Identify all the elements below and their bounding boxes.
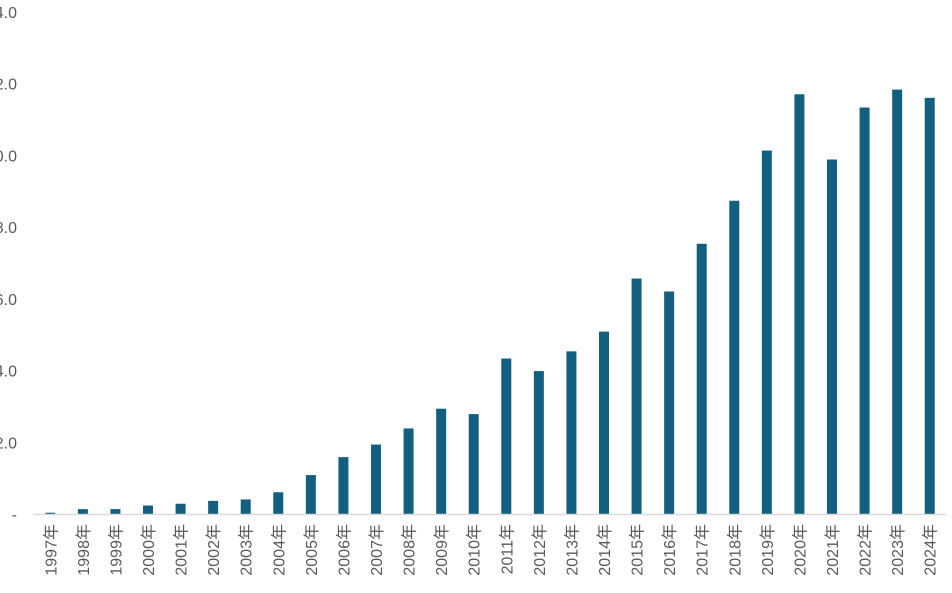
y-tick-label: 12.0 <box>0 77 17 94</box>
bar <box>175 503 186 515</box>
y-tick-label: 8.0 <box>0 220 17 237</box>
bar <box>240 499 251 515</box>
x-tick-label: 1997年 <box>42 524 60 576</box>
bar <box>533 371 544 515</box>
x-tick-label: 1999年 <box>107 524 125 576</box>
bar <box>827 159 837 515</box>
x-tick-label: 1998年 <box>75 524 93 576</box>
x-tick-label: 2022年 <box>857 524 875 576</box>
x-tick-label: 2015年 <box>629 524 647 576</box>
x-tick-label: 2014年 <box>596 524 614 576</box>
y-tick-label: 2.0 <box>0 435 17 452</box>
x-tick-label: 2001年 <box>173 524 191 576</box>
x-tick-label: 2021年 <box>824 524 842 576</box>
bar <box>143 505 153 515</box>
x-tick-label: 2000年 <box>140 524 158 576</box>
y-axis: - 2.0 4.0 6.0 8.0 10.0 12.0 14.0 <box>0 5 17 524</box>
x-tick-label: 2007年 <box>368 524 386 576</box>
x-tick-label: 2013年 <box>563 524 581 576</box>
bar <box>77 509 88 515</box>
bars <box>45 89 935 515</box>
bar <box>208 500 219 515</box>
bar <box>436 408 447 515</box>
x-tick-label: 2024年 <box>922 524 940 576</box>
y-tick-label: 14.0 <box>0 5 17 22</box>
bar <box>371 444 381 515</box>
bar <box>631 278 642 515</box>
bar <box>696 243 707 515</box>
x-tick-label: 2016年 <box>661 524 679 576</box>
bar <box>501 358 512 515</box>
bar <box>794 94 805 515</box>
y-tick-label: 4.0 <box>0 364 17 381</box>
x-tick-label: 2002年 <box>205 524 223 576</box>
x-tick-label: 2009年 <box>433 524 451 576</box>
x-tick-label: 2018年 <box>726 524 744 576</box>
x-tick-label: 2008年 <box>401 524 419 576</box>
x-tick-label: 2003年 <box>238 524 256 576</box>
bar <box>859 107 870 515</box>
x-tick-label: 2023年 <box>889 524 907 576</box>
bar <box>305 475 316 515</box>
x-tick-label: 2006年 <box>335 524 353 576</box>
x-tick-label: 2005年 <box>303 524 321 576</box>
bar <box>924 97 935 515</box>
bar <box>892 89 903 515</box>
bar <box>403 428 414 515</box>
bar <box>273 492 284 515</box>
x-tick-label: 2011年 <box>498 524 516 574</box>
bar <box>761 150 772 515</box>
x-tick-label: 2017年 <box>694 524 712 576</box>
x-axis-labels: 1997年 1998年 1999年 2000年 2001年 2002年 2003年 2004年… <box>42 524 939 576</box>
bar <box>566 351 577 515</box>
bar <box>110 509 121 515</box>
bar <box>45 512 56 515</box>
bar <box>468 414 479 515</box>
y-tick-label: 10.0 <box>0 148 17 165</box>
y-tick-label: - <box>12 507 17 524</box>
bar <box>338 457 349 515</box>
x-tick-label: 2012年 <box>531 524 549 576</box>
x-tick-label: 2019年 <box>759 524 777 576</box>
y-tick-label: 6.0 <box>0 292 17 309</box>
bar <box>599 331 609 515</box>
bar <box>664 291 675 515</box>
bar <box>729 200 740 515</box>
x-tick-label: 2010年 <box>466 524 484 576</box>
x-tick-label: 2020年 <box>791 524 809 576</box>
x-tick-label: 2004年 <box>270 524 288 576</box>
